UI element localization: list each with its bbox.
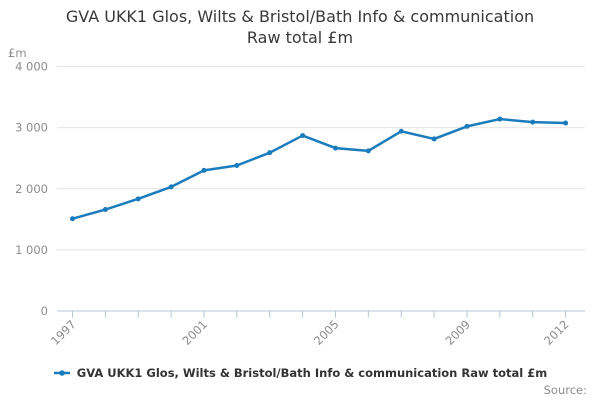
x-axis-labels: 1997 2001 2005 2009 2012 — [48, 317, 572, 348]
data-point-marker — [267, 150, 273, 156]
data-point-marker — [398, 128, 404, 134]
data-point-marker — [563, 120, 569, 126]
data-point-marker — [464, 123, 470, 129]
data-point-marker — [431, 136, 437, 142]
legend-line-marker-icon — [53, 370, 70, 376]
data-point-marker — [530, 119, 536, 125]
data-point-marker — [201, 167, 207, 173]
legend: GVA UKK1 Glos, Wilts & Bristol/Bath Info… — [0, 366, 600, 380]
data-point-marker — [234, 163, 240, 169]
y-tick-label: 3 000 — [15, 121, 48, 135]
y-tick-label: 2 000 — [15, 182, 48, 196]
x-tick-label: 1997 — [48, 317, 79, 348]
data-point-marker — [300, 133, 306, 139]
y-tick-label: 4 000 — [15, 60, 48, 74]
chart-title: GVA UKK1 Glos, Wilts & Bristol/Bath Info… — [0, 6, 600, 48]
x-tick-label: 2005 — [311, 317, 342, 348]
data-point-marker — [135, 196, 141, 202]
source-label: Source: — [543, 383, 587, 397]
chart-title-line2: Raw total £m — [246, 28, 354, 47]
x-tick-label: 2001 — [180, 317, 211, 348]
x-axis — [57, 310, 585, 318]
series-line — [71, 117, 567, 220]
data-point-marker — [497, 116, 503, 122]
y-axis-labels: 0 1 000 2 000 3 000 4 000 — [15, 60, 48, 319]
gridlines — [57, 66, 585, 251]
data-point-marker — [102, 207, 108, 213]
data-point-marker — [168, 184, 174, 190]
data-point-marker — [365, 148, 371, 154]
y-tick-label: 0 — [41, 304, 48, 318]
y-axis-unit-label: £m — [8, 46, 27, 60]
x-tick-label: 2009 — [442, 317, 473, 348]
data-point-marker — [70, 216, 75, 222]
y-tick-label: 1 000 — [15, 243, 48, 257]
x-tick-label: 2012 — [541, 317, 572, 348]
data-point-marker — [332, 145, 338, 151]
legend-label: GVA UKK1 Glos, Wilts & Bristol/Bath Info… — [76, 366, 548, 380]
data-point-markers — [70, 116, 569, 222]
chart-title-line1: GVA UKK1 Glos, Wilts & Bristol/Bath Info… — [65, 7, 535, 26]
